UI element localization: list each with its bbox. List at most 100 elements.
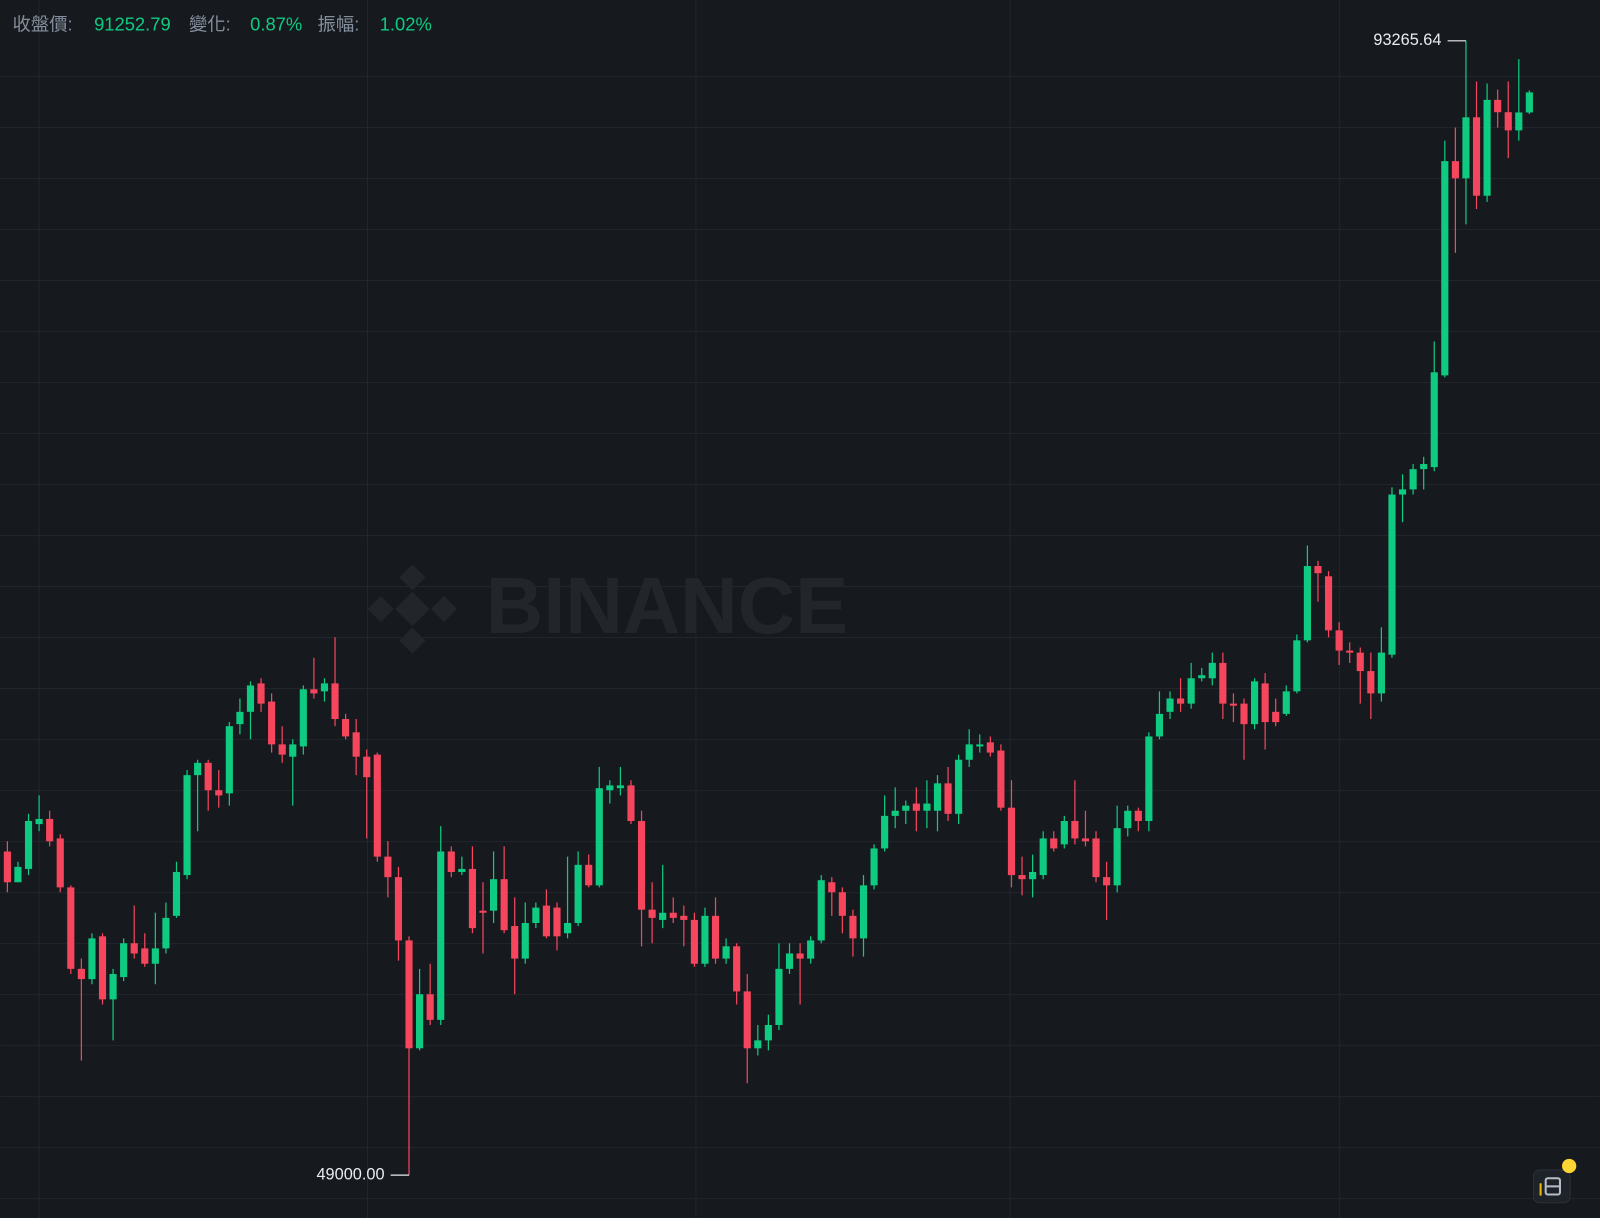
candle-body (437, 851, 445, 1020)
header: 收盤價: 91252.79 變化: 0.87% 振幅: 1.02% (12, 13, 431, 34)
candle-body (1050, 838, 1058, 849)
candle-body (775, 968, 783, 1025)
candle-body (1229, 703, 1237, 706)
indicator-button[interactable] (1532, 1158, 1577, 1204)
candle-body (24, 821, 33, 869)
candle-body (447, 851, 455, 873)
candle-body (1007, 807, 1016, 876)
candle-body (394, 877, 403, 941)
candle-body (88, 938, 96, 980)
candle-body (669, 912, 677, 918)
candle-body (468, 868, 477, 929)
candle-body (215, 790, 223, 796)
candle-body (711, 915, 720, 959)
candle-body (1504, 112, 1512, 131)
candle-body (1198, 675, 1206, 679)
candle-body (1462, 117, 1470, 179)
candle-body (1124, 810, 1132, 829)
candle-body (891, 810, 899, 816)
candle-body (912, 803, 920, 811)
candle-body (130, 943, 138, 954)
candle-body (56, 838, 64, 888)
candle-body (1356, 652, 1364, 672)
candle-body (1525, 92, 1533, 113)
candle-body (881, 815, 889, 849)
candle-body (838, 892, 846, 916)
candle-body (1018, 875, 1026, 880)
candle-body (151, 948, 159, 964)
candle-body (606, 785, 614, 791)
candle-body (944, 783, 952, 814)
candle-body (828, 882, 836, 893)
candle-body (1377, 652, 1385, 694)
candle-body (680, 915, 688, 920)
candle-body (1071, 821, 1079, 839)
candle-body (141, 948, 149, 964)
candle-body (320, 683, 329, 692)
candle-body (965, 744, 973, 760)
candle-body (1187, 678, 1195, 704)
candle-body (299, 689, 307, 747)
candle-body (1303, 566, 1311, 641)
candle-body (1155, 713, 1164, 737)
candle-body (1240, 703, 1248, 725)
candle-body (733, 946, 741, 992)
candle-body (870, 848, 878, 886)
candle-body (426, 994, 434, 1020)
candle-body (807, 940, 815, 959)
candle-body (553, 907, 561, 937)
candle-body (98, 936, 107, 1000)
candle-body (722, 946, 730, 959)
candle-body (521, 922, 529, 959)
candle-body (1103, 877, 1111, 886)
candle-body (923, 803, 931, 811)
candle-body (1430, 372, 1438, 468)
candle-body (511, 926, 519, 959)
candle-body (183, 775, 191, 876)
candle-body (363, 756, 371, 778)
candle-body (278, 744, 286, 755)
candle-body (1472, 117, 1481, 196)
candle-body (1420, 464, 1428, 470)
candle-body (637, 821, 646, 910)
watermark: BINANCE (367, 561, 848, 654)
candle-body (236, 711, 244, 725)
candle-body (14, 866, 22, 883)
candle-body (1039, 838, 1047, 876)
amplitude-value: 1.02% (380, 13, 432, 34)
candle-body (373, 754, 381, 857)
candle-body (616, 785, 624, 789)
candle-body (331, 683, 339, 720)
candle-body (194, 762, 202, 776)
candle-body (109, 973, 117, 1000)
candle-body (1113, 828, 1121, 886)
candle-body (1409, 469, 1417, 490)
candle-body (342, 719, 350, 737)
candle-body (1208, 662, 1216, 679)
candle-body (1314, 566, 1322, 574)
candle-body (933, 783, 942, 811)
candle-body (1272, 711, 1280, 723)
watermark-text: BINANCE (486, 561, 848, 650)
candle-body (77, 968, 85, 980)
candle-body (648, 909, 656, 918)
candle-body (955, 759, 963, 814)
candle-body (1219, 662, 1227, 704)
candle-body (1081, 838, 1090, 842)
candle-body (162, 917, 170, 949)
candle-body (976, 744, 984, 747)
candle-body (1166, 698, 1174, 712)
candle-body (3, 851, 11, 883)
candle-body (701, 915, 709, 964)
candle-body (743, 991, 751, 1049)
candle-body (595, 788, 603, 886)
change-label: 變化: (189, 13, 231, 34)
candle-body (574, 864, 582, 923)
candle-body (1092, 838, 1100, 878)
candle-body (67, 887, 75, 969)
candle-body (1060, 821, 1068, 845)
candle-body (1441, 161, 1449, 376)
candle-body (1346, 650, 1354, 653)
